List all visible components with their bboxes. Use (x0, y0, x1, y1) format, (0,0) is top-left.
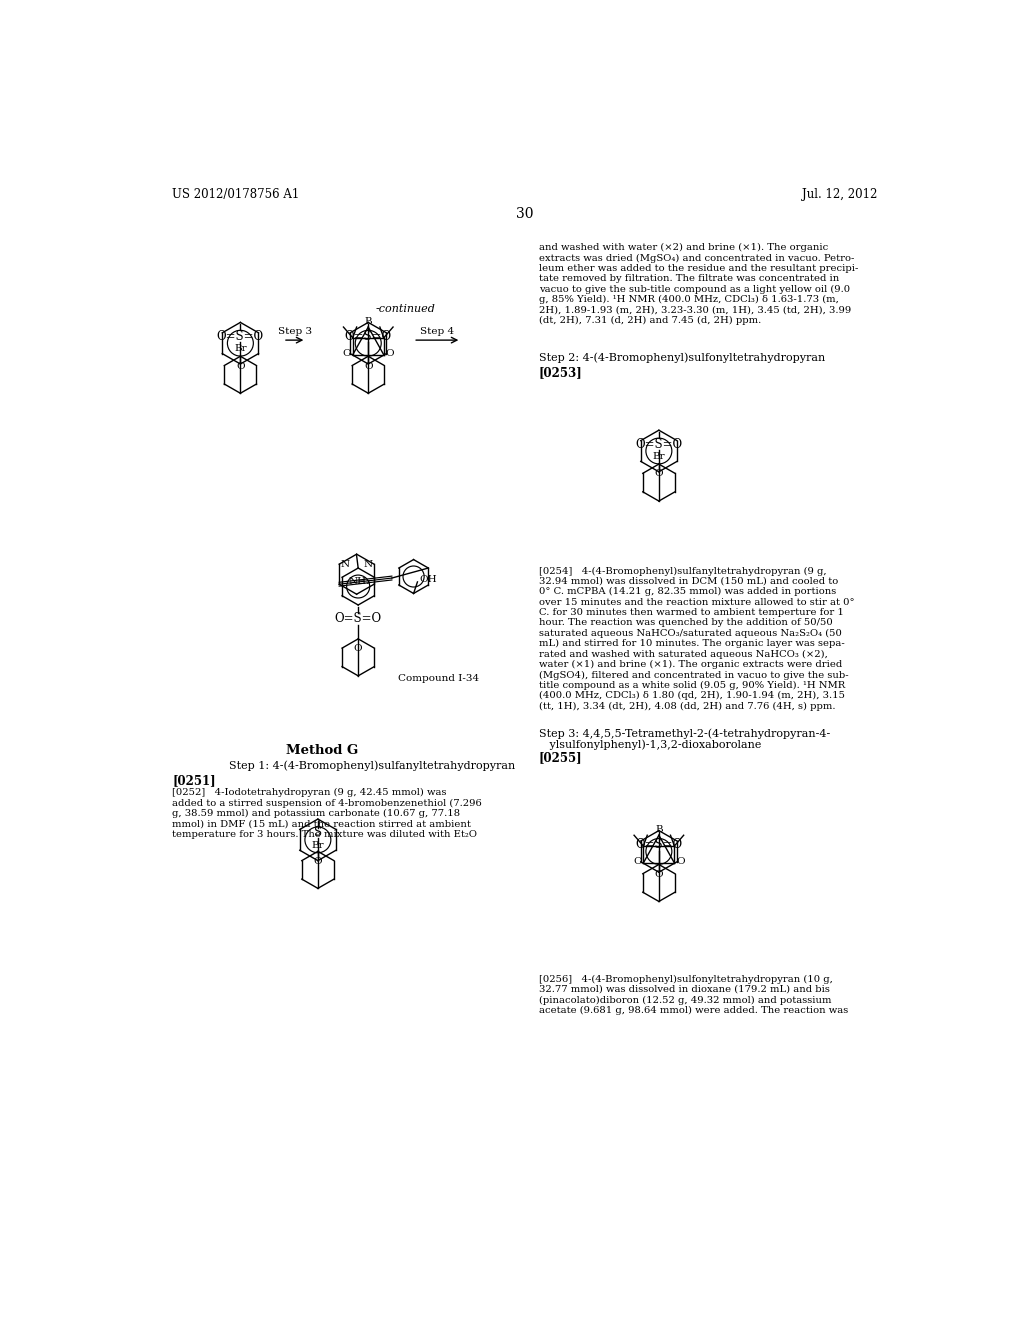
Text: (pinacolato)diboron (12.52 g, 49.32 mmol) and potassium: (pinacolato)diboron (12.52 g, 49.32 mmol… (539, 995, 831, 1005)
Text: Br: Br (652, 451, 666, 461)
Text: S: S (313, 826, 322, 840)
Text: added to a stirred suspension of 4-bromobenzenethiol (7.296: added to a stirred suspension of 4-bromo… (172, 799, 482, 808)
Text: tate removed by filtration. The filtrate was concentrated in: tate removed by filtration. The filtrate… (539, 275, 839, 284)
Text: rated and washed with saturated aqueous NaHCO₃ (×2),: rated and washed with saturated aqueous … (539, 649, 827, 659)
Text: 32.94 mmol) was dissolved in DCM (150 mL) and cooled to: 32.94 mmol) was dissolved in DCM (150 mL… (539, 577, 838, 586)
Text: [0251]: [0251] (172, 775, 216, 788)
Text: Jul. 12, 2012: Jul. 12, 2012 (802, 187, 878, 201)
Text: title compound as a white solid (9.05 g, 90% Yield). ¹H NMR: title compound as a white solid (9.05 g,… (539, 681, 845, 690)
Text: [0256]   4-(4-Bromophenyl)sulfonyltetrahydropyran (10 g,: [0256] 4-(4-Bromophenyl)sulfonyltetrahyd… (539, 974, 833, 983)
Text: ylsulfonylphenyl)-1,3,2-dioxaborolane: ylsulfonylphenyl)-1,3,2-dioxaborolane (539, 739, 761, 750)
Text: 30: 30 (516, 207, 534, 220)
Text: Step 1: 4-(4-Bromophenyl)sulfanyltetrahydropyran: Step 1: 4-(4-Bromophenyl)sulfanyltetrahy… (228, 760, 515, 771)
Text: OH: OH (420, 576, 437, 583)
Text: -continued: -continued (376, 304, 436, 314)
Text: O: O (364, 362, 373, 371)
Text: B: B (365, 317, 372, 326)
Text: N: N (364, 560, 373, 569)
Text: extracts was dried (MgSO₄) and concentrated in vacuo. Petro-: extracts was dried (MgSO₄) and concentra… (539, 253, 854, 263)
Text: N: N (341, 560, 350, 569)
Text: NH₂: NH₂ (349, 577, 371, 586)
Text: 32.77 mmol) was dissolved in dioxane (179.2 mL) and bis: 32.77 mmol) was dissolved in dioxane (17… (539, 985, 829, 994)
Text: vacuo to give the sub-title compound as a light yellow oil (9.0: vacuo to give the sub-title compound as … (539, 285, 850, 294)
Text: O: O (633, 857, 642, 866)
Text: Compound I-34: Compound I-34 (398, 675, 479, 684)
Text: Br: Br (311, 841, 325, 850)
Text: over 15 minutes and the reaction mixture allowed to stir at 0°: over 15 minutes and the reaction mixture… (539, 598, 854, 607)
Text: O=S=O: O=S=O (335, 612, 382, 626)
Text: O=S=O: O=S=O (635, 437, 682, 450)
Text: O: O (354, 644, 362, 653)
Text: mmol) in DMF (15 mL) and the reaction stirred at ambient: mmol) in DMF (15 mL) and the reaction st… (172, 820, 471, 829)
Text: [0252]   4-Iodotetrahydropyran (9 g, 42.45 mmol) was: [0252] 4-Iodotetrahydropyran (9 g, 42.45… (172, 788, 446, 797)
Text: O=S=O: O=S=O (217, 330, 264, 343)
Text: (tt, 1H), 3.34 (dt, 2H), 4.08 (dd, 2H) and 7.76 (4H, s) ppm.: (tt, 1H), 3.34 (dt, 2H), 4.08 (dd, 2H) a… (539, 702, 836, 710)
Text: Step 4: Step 4 (420, 326, 455, 335)
Text: temperature for 3 hours. The mixture was diluted with Et₂O: temperature for 3 hours. The mixture was… (172, 830, 477, 838)
Text: Step 3: 4,4,5,5-Tetramethyl-2-(4-tetrahydropyran-4-: Step 3: 4,4,5,5-Tetramethyl-2-(4-tetrahy… (539, 729, 830, 739)
Text: C. for 30 minutes then warmed to ambient temperture for 1: C. for 30 minutes then warmed to ambient… (539, 609, 844, 616)
Text: (MgSO4), filtered and concentrated in vacuo to give the sub-: (MgSO4), filtered and concentrated in va… (539, 671, 848, 680)
Text: saturated aqueous NaHCO₃/saturated aqueous Na₂S₂O₄ (50: saturated aqueous NaHCO₃/saturated aqueo… (539, 628, 842, 638)
Text: g, 85% Yield). ¹H NMR (400.0 MHz, CDCl₃) δ 1.63-1.73 (m,: g, 85% Yield). ¹H NMR (400.0 MHz, CDCl₃)… (539, 296, 839, 304)
Text: (400.0 MHz, CDCl₃) δ 1.80 (qd, 2H), 1.90-1.94 (m, 2H), 3.15: (400.0 MHz, CDCl₃) δ 1.80 (qd, 2H), 1.90… (539, 692, 845, 701)
Text: mL) and stirred for 10 minutes. The organic layer was sepa-: mL) and stirred for 10 minutes. The orga… (539, 639, 845, 648)
Text: O: O (654, 870, 664, 879)
Text: leum ether was added to the residue and the resultant precipi-: leum ether was added to the residue and … (539, 264, 858, 273)
Text: [0254]   4-(4-Bromophenyl)sulfanyltetrahydropyran (9 g,: [0254] 4-(4-Bromophenyl)sulfanyltetrahyd… (539, 566, 826, 576)
Text: [0255]: [0255] (539, 751, 583, 764)
Text: Step 3: Step 3 (278, 326, 311, 335)
Text: B: B (655, 825, 663, 834)
Text: O: O (313, 857, 323, 866)
Text: g, 38.59 mmol) and potassium carbonate (10.67 g, 77.18: g, 38.59 mmol) and potassium carbonate (… (172, 809, 461, 818)
Text: O: O (385, 348, 394, 358)
Text: O: O (654, 470, 664, 478)
Text: [0253]: [0253] (539, 367, 583, 379)
Text: hour. The reaction was quenched by the addition of 50/50: hour. The reaction was quenched by the a… (539, 619, 833, 627)
Text: Step 2: 4-(4-Bromophenyl)sulfonyltetrahydropyran: Step 2: 4-(4-Bromophenyl)sulfonyltetrahy… (539, 352, 825, 363)
Text: O=S=O: O=S=O (345, 330, 392, 343)
Text: water (×1) and brine (×1). The organic extracts were dried: water (×1) and brine (×1). The organic e… (539, 660, 842, 669)
Text: US 2012/0178756 A1: US 2012/0178756 A1 (172, 187, 299, 201)
Text: 2H), 1.89-1.93 (m, 2H), 3.23-3.30 (m, 1H), 3.45 (td, 2H), 3.99: 2H), 1.89-1.93 (m, 2H), 3.23-3.30 (m, 1H… (539, 305, 851, 314)
Text: Method G: Method G (286, 743, 357, 756)
Text: O: O (237, 362, 245, 371)
Text: Br: Br (234, 345, 247, 354)
Text: (dt, 2H), 7.31 (d, 2H) and 7.45 (d, 2H) ppm.: (dt, 2H), 7.31 (d, 2H) and 7.45 (d, 2H) … (539, 315, 761, 325)
Text: O: O (343, 348, 351, 358)
Text: O=S=O: O=S=O (635, 838, 682, 851)
Text: O: O (676, 857, 685, 866)
Text: and washed with water (×2) and brine (×1). The organic: and washed with water (×2) and brine (×1… (539, 243, 828, 252)
Text: acetate (9.681 g, 98.64 mmol) were added. The reaction was: acetate (9.681 g, 98.64 mmol) were added… (539, 1006, 848, 1015)
Text: 0° C. mCPBA (14.21 g, 82.35 mmol) was added in portions: 0° C. mCPBA (14.21 g, 82.35 mmol) was ad… (539, 587, 836, 597)
